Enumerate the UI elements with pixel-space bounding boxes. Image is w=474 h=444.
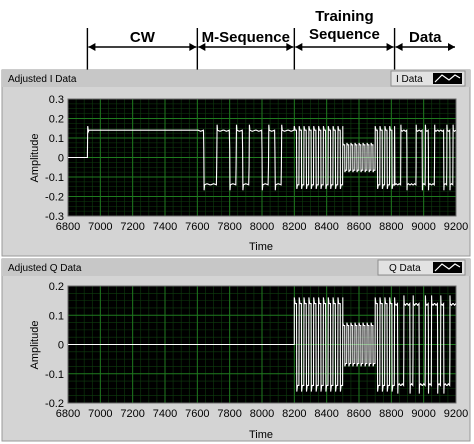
segment-label: Training <box>315 8 373 25</box>
i-legend[interactable]: I Data <box>390 70 466 87</box>
arrow-head-icon <box>198 43 206 51</box>
plot-i: 6800 7000 7200 7400 7600 7800 8000 8200 8400 8600… <box>45 94 468 233</box>
i-x-tick-label: 9000 <box>411 221 435 233</box>
i-x-tick-label: 8600 <box>347 221 371 233</box>
i-x-tick-label: 8200 <box>282 221 306 233</box>
q-y-tick-label: -0.2 <box>45 398 64 410</box>
i-y-tick-label: 0.1 <box>49 133 64 145</box>
panel-i-title: Adjusted I Data <box>8 74 77 85</box>
i-y-tick-label: -0.1 <box>45 172 64 184</box>
segment-label: CW <box>130 29 156 46</box>
arrow-head-icon <box>448 43 455 51</box>
q-y-axis-label: Amplitude <box>29 321 41 370</box>
panel-q-title: Adjusted Q Data <box>8 263 82 274</box>
q-x-tick-label: 7000 <box>88 408 112 420</box>
i-x-tick-label: 8400 <box>314 221 338 233</box>
q-y-tick-label: 0.2 <box>49 281 64 293</box>
plot-q: 6800 7000 7200 7400 7600 7800 8000 8200 8400 8600… <box>45 281 468 420</box>
panel-i-title-bar <box>2 70 470 87</box>
i-data-trace <box>68 124 457 191</box>
q-data-trace <box>68 295 457 394</box>
arrow-head-icon <box>386 43 394 51</box>
q-y-tick-label: 0.1 <box>49 310 64 322</box>
q-x-tick-label: 7600 <box>185 408 209 420</box>
q-x-tick-label: 7400 <box>153 408 177 420</box>
q-x-tick-label: 6800 <box>56 408 80 420</box>
q-legend[interactable]: Q Data <box>377 259 466 276</box>
segment-label: Data <box>409 29 442 46</box>
arrow-head-icon <box>295 43 303 51</box>
q-x-tick-label: 8200 <box>282 408 306 420</box>
q-x-tick-label: 8600 <box>347 408 371 420</box>
segment-label: Sequence <box>309 26 380 43</box>
i-y-tick-label: 0 <box>58 153 64 165</box>
i-x-tick-label: 9200 <box>444 221 468 233</box>
i-x-tick-label: 8800 <box>379 221 403 233</box>
q-x-tick-label: 8000 <box>250 408 274 420</box>
q-x-tick-label: 7800 <box>217 408 241 420</box>
i-x-tick-label: 8000 <box>250 221 274 233</box>
arrow-head-icon <box>395 43 403 51</box>
i-y-tick-label: 0.2 <box>49 114 64 126</box>
q-x-tick-label: 8800 <box>379 408 403 420</box>
q-x-axis-label: Time <box>249 429 273 441</box>
arrow-head-icon <box>88 43 96 51</box>
i-y-tick-label: -0.3 <box>45 211 64 223</box>
q-x-tick-label: 8400 <box>314 408 338 420</box>
waveform-icon <box>434 263 461 272</box>
i-x-tick-label: 7200 <box>120 221 144 233</box>
i-y-tick-label: -0.2 <box>45 192 64 204</box>
i-x-tick-label: 6800 <box>56 221 80 233</box>
q-y-tick-label: -0.1 <box>45 369 64 381</box>
i-x-tick-label: 7600 <box>185 221 209 233</box>
i-x-axis-label: Time <box>249 241 273 253</box>
segment-label: M-Sequence <box>202 29 290 46</box>
i-x-tick-label: 7400 <box>153 221 177 233</box>
q-x-tick-label: 7200 <box>120 408 144 420</box>
arrow-head-icon <box>286 43 294 51</box>
q-y-tick-label: 0 <box>58 340 64 352</box>
q-x-tick-label: 9200 <box>444 408 468 420</box>
i-legend-label: I Data <box>396 74 423 85</box>
arrow-head-icon <box>189 43 197 51</box>
panel-q-title-bar <box>2 259 470 276</box>
i-x-tick-label: 7000 <box>88 221 112 233</box>
q-x-tick-label: 9000 <box>411 408 435 420</box>
q-legend-label: Q Data <box>389 263 421 274</box>
waveform-icon <box>434 74 461 83</box>
i-y-tick-label: 0.3 <box>49 94 64 106</box>
i-y-axis-label: Amplitude <box>29 134 41 183</box>
i-x-tick-label: 7800 <box>217 221 241 233</box>
